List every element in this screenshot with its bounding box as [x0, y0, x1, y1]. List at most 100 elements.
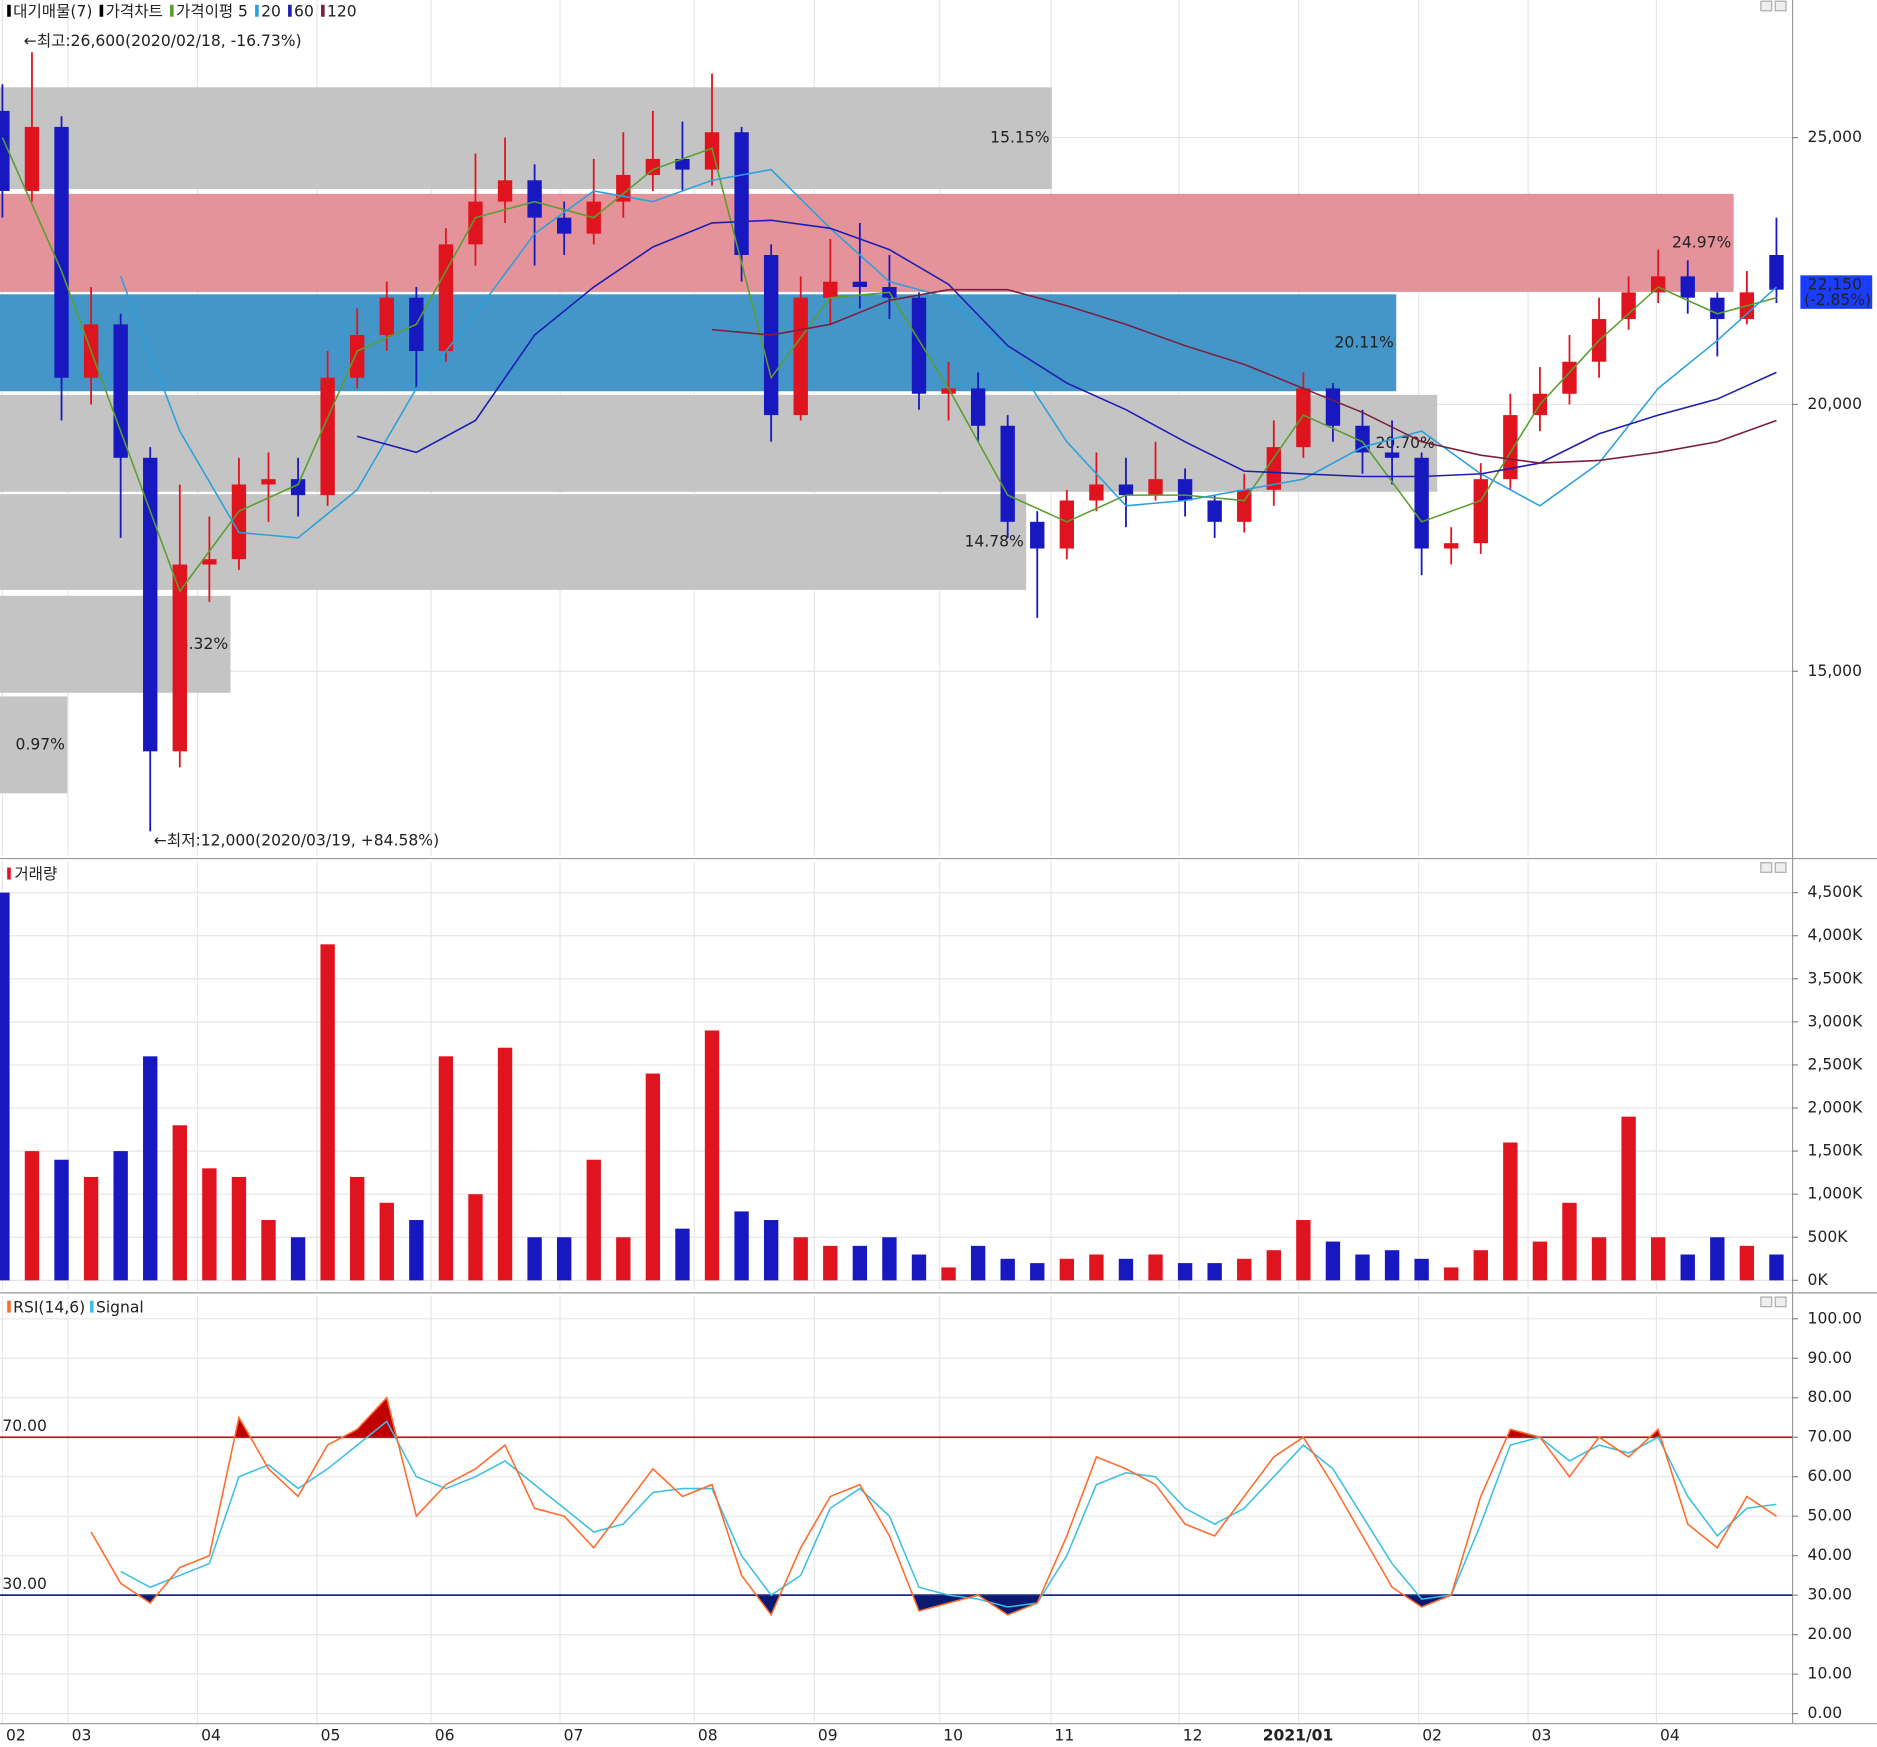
legend-label: RSI(14,6)	[13, 1298, 85, 1316]
volume-profile-label: 14.78%	[964, 533, 1023, 551]
candle-body	[379, 297, 394, 336]
panel-title: 거래량	[14, 865, 57, 883]
volume-profile-label: 24.97%	[1672, 233, 1731, 251]
y-tick-label: 40.00	[1808, 1546, 1853, 1564]
volume-bar	[1237, 1258, 1252, 1281]
volume-bar	[1710, 1237, 1725, 1281]
candle-body	[970, 388, 986, 426]
volume-bar	[1355, 1254, 1370, 1281]
x-tick-label: 07	[564, 1727, 584, 1745]
volume-bar	[882, 1237, 897, 1281]
volume-bar	[438, 1056, 454, 1281]
x-tick-label: 12	[1183, 1727, 1203, 1745]
volume-bar	[1739, 1245, 1755, 1281]
volume-bar	[261, 1220, 276, 1281]
candle-body	[468, 201, 483, 245]
legend-label: 가격이평	[176, 2, 233, 20]
volume-bar	[1473, 1250, 1488, 1281]
candle-body	[911, 297, 927, 394]
volume-bar	[586, 1159, 601, 1281]
candle-body	[172, 564, 187, 752]
x-tick-label: 08	[698, 1727, 718, 1745]
candle-body	[941, 388, 956, 394]
volume-bar	[113, 1151, 128, 1281]
candle-body	[202, 559, 217, 565]
volume-bar	[1089, 1254, 1104, 1281]
legend-label: 120	[327, 2, 357, 20]
candle-body	[734, 132, 749, 255]
volume-bar	[1059, 1258, 1075, 1281]
candle-body	[1296, 388, 1311, 448]
candle-body	[320, 377, 335, 496]
volume-bar	[1118, 1258, 1134, 1281]
minimize-button[interactable]	[1760, 1296, 1773, 1308]
volume-bar	[1769, 1254, 1784, 1281]
x-tick-label: 10	[943, 1727, 963, 1745]
volume-profile-label: 0.97%	[16, 735, 65, 753]
volume-bar	[379, 1202, 394, 1281]
x-tick-label: 02	[6, 1727, 26, 1745]
legend-swatch	[170, 4, 174, 17]
y-tick-label: 2,500K	[1808, 1055, 1864, 1073]
candle-body	[527, 180, 542, 218]
close-button[interactable]	[1774, 0, 1787, 12]
volume-profile-bar	[0, 595, 231, 693]
volume-bar	[172, 1125, 187, 1281]
y-tick-label: 100.00	[1808, 1309, 1862, 1327]
candle-body	[54, 126, 69, 378]
volume-bar	[616, 1237, 631, 1281]
y-tick-label: 90.00	[1808, 1349, 1853, 1367]
volume-bar	[1384, 1250, 1400, 1281]
x-tick-label: 06	[435, 1727, 455, 1745]
candle-body	[1384, 452, 1400, 458]
volume-bar	[556, 1237, 572, 1281]
y-tick-label: 1,500K	[1808, 1142, 1864, 1160]
volume-bar	[1621, 1116, 1636, 1281]
candle-body	[1444, 543, 1459, 549]
reference-label: 70.00	[2, 1417, 47, 1435]
candle-body	[1177, 479, 1193, 501]
candle-body	[1473, 479, 1488, 544]
legend-label: 대기매물(7)	[13, 2, 92, 20]
zone-fill	[91, 1595, 1777, 1615]
legend-label: 20	[261, 2, 281, 20]
y-tick-label: 1,000K	[1808, 1185, 1864, 1203]
legend-swatch	[7, 4, 11, 17]
close-button[interactable]	[1774, 1296, 1787, 1308]
volume-bar	[1591, 1237, 1607, 1281]
candle-body	[823, 281, 838, 298]
x-tick-label: 05	[321, 1727, 341, 1745]
minimize-button[interactable]	[1760, 862, 1773, 873]
y-tick-label: 15,000	[1808, 662, 1862, 680]
volume-bar	[734, 1211, 749, 1281]
volume-bar	[0, 892, 10, 1281]
candle-body	[852, 281, 868, 288]
legend-label: 5	[238, 2, 248, 20]
volume-bar	[1325, 1241, 1341, 1281]
volume-bar	[1650, 1237, 1666, 1281]
volume-bar	[1148, 1254, 1163, 1281]
y-tick-label: 60.00	[1808, 1467, 1853, 1485]
volume-bar	[1680, 1254, 1695, 1281]
x-tick-label: 04	[1660, 1727, 1680, 1745]
volume-profile-label: 20.70%	[1376, 434, 1435, 452]
x-tick-label: 02	[1422, 1727, 1442, 1745]
candle-body	[438, 244, 454, 352]
legend-label: 가격차트	[106, 2, 163, 20]
y-tick-label: 2,000K	[1808, 1099, 1864, 1117]
volume-profile-bar	[0, 193, 1734, 292]
candle-body	[1089, 484, 1104, 501]
y-tick-label: 70.00	[1808, 1428, 1853, 1446]
moving-average-line	[119, 168, 1777, 539]
volume-profile-label: 20.11%	[1335, 333, 1394, 351]
legend-swatch	[255, 4, 259, 17]
volume-bar	[497, 1047, 513, 1281]
candle-body	[1414, 457, 1429, 549]
volume-profile-bar	[0, 494, 1027, 590]
volume-bar	[941, 1267, 956, 1281]
minimize-button[interactable]	[1760, 0, 1773, 12]
close-button[interactable]	[1774, 862, 1787, 873]
volume-profile-bar	[0, 87, 1052, 190]
volume-bar	[320, 944, 335, 1281]
